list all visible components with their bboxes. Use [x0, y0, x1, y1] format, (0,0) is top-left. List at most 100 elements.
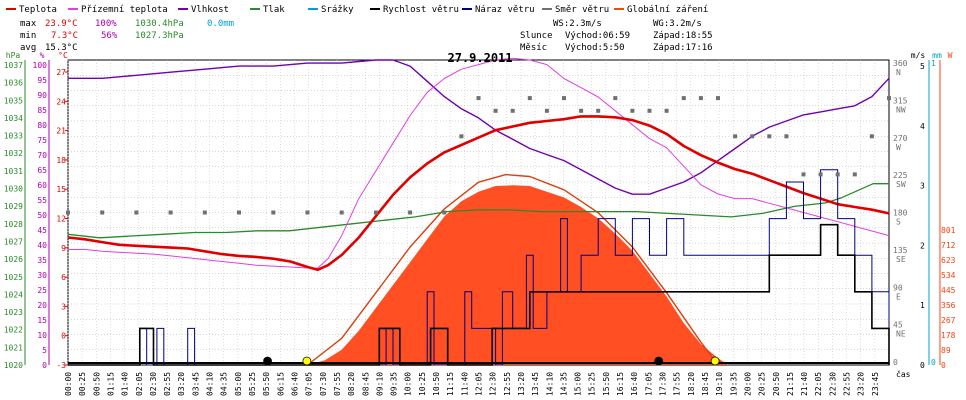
sun-rise: Východ:06:59 — [565, 31, 630, 41]
tick-hpa: 1024 — [4, 290, 23, 299]
tick-degc: 21 — [56, 127, 66, 136]
wind-direction-point — [562, 96, 566, 101]
tick-ms: 5 — [920, 62, 925, 71]
moon-label: Měsíc — [520, 43, 547, 53]
wind-direction-point — [579, 108, 584, 113]
tick-wm2: 712 — [941, 241, 956, 250]
legend-label: Srážky — [321, 5, 354, 15]
tick-x: 22:30 — [828, 372, 837, 396]
stat-label: max — [20, 19, 37, 29]
tick-degc: -3 — [56, 361, 66, 370]
axis-label-mm: mm — [932, 51, 942, 60]
tick-pct: 0 — [42, 361, 47, 370]
wind-direction-point — [442, 210, 447, 215]
tick-x: 18:45 — [701, 372, 710, 396]
tick-dir: 180 — [893, 209, 908, 218]
tick-x: 20:25 — [758, 372, 767, 396]
tick-hpa: 1022 — [4, 326, 23, 335]
tick-pct: 45 — [37, 226, 47, 235]
tick-pct: 30 — [37, 271, 47, 280]
tick-dir: 90 — [893, 283, 903, 292]
tick-hpa: 1035 — [4, 96, 23, 105]
tick-dir-compass: E — [896, 292, 901, 301]
stat-value: 15.3°C — [45, 43, 78, 53]
tick-x: 15:25 — [588, 372, 597, 396]
tick-wm2: 356 — [941, 301, 956, 310]
tick-x: 05:25 — [248, 372, 257, 396]
wind-direction-point — [767, 134, 772, 139]
tick-x: 12:55 — [503, 372, 512, 396]
tick-degc: 12 — [56, 215, 66, 224]
wind-direction-point — [373, 210, 378, 215]
legend-label: Vlhkost — [191, 5, 229, 15]
tick-pct: 10 — [37, 331, 47, 340]
tick-x: 21:15 — [786, 372, 795, 396]
sunrise-marker — [302, 356, 312, 366]
wind-direction-point — [134, 210, 139, 215]
tick-pct: 100 — [33, 61, 48, 70]
theoretical-radiation-line — [307, 173, 719, 366]
moon-set: Západ:17:16 — [653, 43, 713, 53]
tick-wm2: 178 — [941, 331, 956, 340]
tick-x: 00:00 — [64, 372, 73, 396]
tick-ms: 3 — [920, 182, 925, 191]
tick-ms: 4 — [920, 122, 925, 131]
wind-direction-point — [630, 108, 635, 113]
moonrise-marker — [263, 356, 272, 366]
tick-dir: 135 — [893, 246, 908, 255]
legend-label: Náraz větru — [475, 5, 535, 15]
tick-hpa: 1032 — [4, 149, 23, 158]
tick-rain: 0 — [931, 358, 936, 367]
ground-temperature-line — [68, 57, 890, 269]
tick-degc: 27 — [56, 68, 66, 77]
tick-wm2: 89 — [941, 346, 951, 355]
tick-pct: 65 — [37, 166, 47, 175]
tick-dir-compass: S — [896, 218, 901, 227]
tick-degc: 6 — [61, 273, 66, 282]
tick-hpa: 1023 — [4, 308, 23, 317]
tick-x: 15:50 — [602, 372, 611, 396]
tick-x: 01:15 — [106, 372, 115, 396]
tick-dir: 225 — [893, 171, 908, 180]
tick-hpa: 1030 — [4, 185, 23, 194]
legend-label: Globální záření — [627, 5, 708, 15]
tick-hpa: 1034 — [4, 114, 23, 123]
tick-wm2: 534 — [941, 271, 956, 280]
tick-ms: 2 — [920, 241, 925, 250]
tick-pct: 50 — [37, 211, 47, 220]
sun-label: Slunce — [520, 31, 553, 41]
tick-ms: 0 — [920, 361, 925, 370]
tick-wm2: 623 — [941, 256, 956, 265]
legend-label: Přízemní teplota — [81, 5, 168, 15]
wind-direction-point — [596, 108, 601, 113]
wind-direction-point — [408, 210, 413, 215]
wind-direction-point — [750, 134, 755, 139]
wind-gust-line — [68, 169, 890, 366]
wind-direction-point — [647, 108, 652, 113]
tick-x: 16:15 — [616, 372, 625, 396]
tick-ms: 1 — [920, 301, 925, 310]
tick-hpa: 1020 — [4, 361, 23, 370]
tick-pct: 55 — [37, 196, 47, 205]
tick-hpa: 1033 — [4, 132, 23, 141]
tick-pct: 85 — [37, 106, 47, 115]
tick-x: 10:25 — [418, 372, 427, 396]
tick-wm2: 267 — [941, 316, 956, 325]
tick-pct: 95 — [37, 76, 47, 85]
tick-dir: 45 — [893, 321, 903, 330]
tick-x: 04:10 — [206, 372, 215, 396]
tick-wm2: 445 — [941, 286, 956, 295]
tick-dir-compass: W — [896, 143, 901, 152]
tick-x: 05:00 — [234, 372, 243, 396]
stat-value: 56% — [101, 31, 118, 41]
tick-pct: 15 — [37, 316, 47, 325]
wind-direction-point — [237, 210, 241, 215]
wind-direction-point — [66, 210, 70, 215]
wind-direction-point — [544, 108, 549, 113]
tick-x: 02:55 — [163, 372, 172, 396]
tick-x: 06:40 — [290, 372, 299, 396]
wind-direction-point — [527, 96, 532, 101]
tick-x: 13:45 — [531, 372, 540, 396]
wind-direction-point — [852, 172, 857, 177]
